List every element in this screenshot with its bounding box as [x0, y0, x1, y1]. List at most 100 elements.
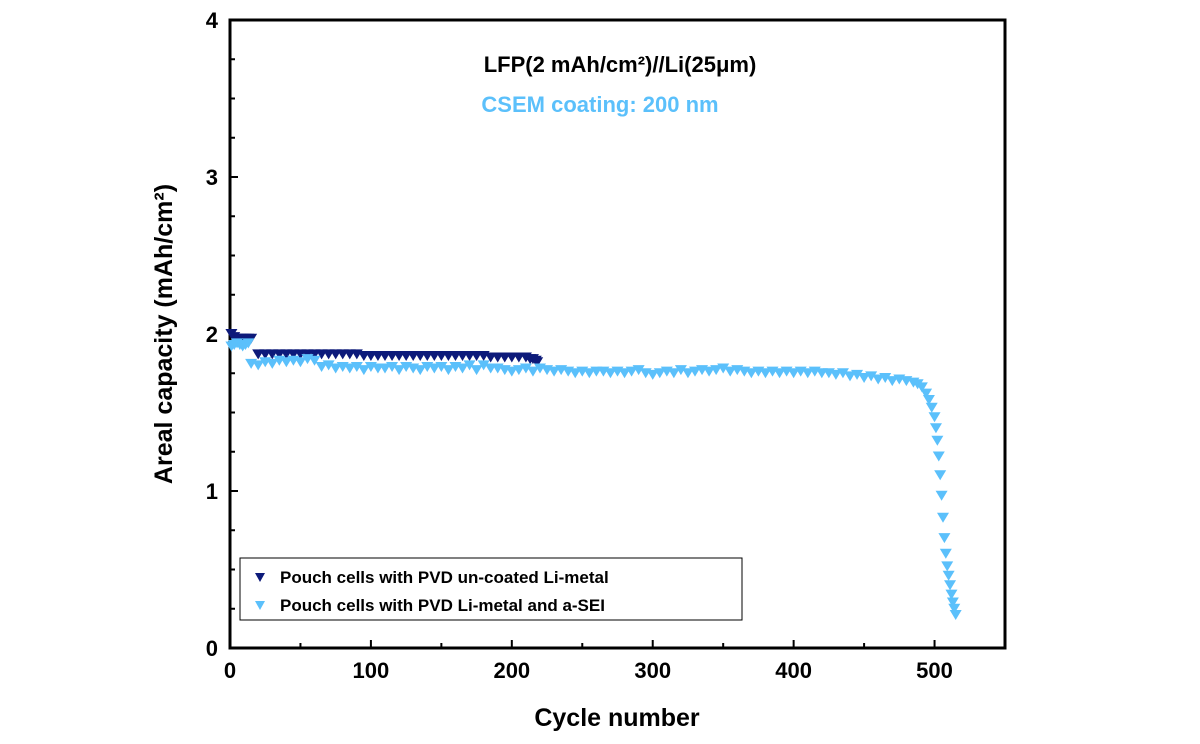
data-point-series-1 — [932, 451, 945, 462]
data-point-series-1 — [442, 365, 455, 376]
x-tick-label: 0 — [224, 658, 236, 683]
data-point-series-1 — [357, 365, 370, 376]
data-point-series-1 — [787, 368, 800, 379]
data-point-series-1 — [519, 363, 532, 374]
data-point-series-1 — [632, 365, 645, 376]
data-point-series-1 — [526, 366, 539, 377]
data-point-series-1 — [931, 435, 944, 446]
legend-label-asei: Pouch cells with PVD Li-metal and a-SEI — [280, 596, 605, 615]
data-point-series-1 — [343, 363, 356, 374]
data-point-series-1 — [844, 371, 856, 382]
y-tick-label: 0 — [206, 636, 218, 661]
data-point-series-1 — [477, 360, 490, 371]
data-point-series-1 — [569, 368, 582, 379]
legend: Pouch cells with PVD un-coated Li-metal … — [239, 557, 743, 621]
x-tick-label: 400 — [775, 658, 812, 683]
legend-box — [239, 557, 743, 621]
data-point-series-1 — [456, 363, 469, 374]
data-point-series-1 — [710, 365, 723, 376]
data-point-series-1 — [946, 597, 959, 608]
data-point-series-1 — [505, 366, 518, 377]
legend-marker-uncoated — [255, 573, 265, 582]
y-tick-label: 3 — [206, 165, 218, 190]
data-point-series-1 — [393, 365, 406, 376]
data-point-series-1 — [829, 369, 842, 380]
data-point-series-1 — [428, 363, 441, 374]
data-point-series-1 — [925, 402, 938, 413]
x-tick-label: 100 — [353, 658, 390, 683]
data-point-series-1 — [667, 368, 680, 379]
data-point-series-1 — [934, 470, 947, 481]
data-point-series-1 — [252, 360, 265, 371]
data-point-series-1 — [879, 372, 892, 383]
data-point-series-1 — [938, 533, 951, 544]
legend-marker-asei — [255, 601, 265, 610]
x-tick-label: 500 — [916, 658, 953, 683]
data-point-series-1 — [941, 561, 954, 572]
y-tick-label: 2 — [206, 322, 218, 347]
data-point-series-1 — [949, 610, 962, 621]
data-point-series-1 — [329, 363, 342, 374]
data-point-series-1 — [865, 371, 878, 382]
data-point-series-1 — [717, 363, 730, 374]
data-point-series-1 — [653, 368, 666, 379]
data-point-series-1 — [773, 368, 786, 379]
x-tick-label: 300 — [634, 658, 671, 683]
data-point-series-1 — [379, 363, 391, 374]
annotation-coating: CSEM coating: 200 nm — [481, 92, 718, 117]
data-point-series-1 — [886, 376, 899, 387]
data-point-series-1 — [689, 366, 701, 377]
data-point-series-1 — [928, 412, 941, 423]
data-point-series-1 — [945, 589, 958, 600]
data-point-series-1 — [618, 368, 631, 379]
data-point-series-1 — [915, 382, 928, 393]
data-point-series-1 — [674, 365, 687, 376]
x-tick-label: 200 — [493, 658, 530, 683]
data-point-series-1 — [463, 360, 476, 371]
data-point-series-1 — [386, 361, 399, 372]
y-tick-label: 4 — [206, 8, 219, 33]
data-point-series-1 — [322, 360, 335, 371]
data-point-series-1 — [470, 365, 483, 376]
data-point-series-1 — [548, 366, 561, 377]
data-point-series-1 — [512, 365, 525, 376]
data-point-series-1 — [745, 368, 758, 379]
data-point-series-1 — [836, 368, 849, 379]
data-point-series-1 — [920, 388, 933, 399]
data-point-series-1 — [937, 512, 949, 523]
annotation-cell: LFP(2 mAh/cm²)//Li(25μm) — [484, 52, 757, 77]
data-point-series-1 — [414, 365, 427, 376]
data-point-series-1 — [625, 366, 638, 377]
data-point-series-1 — [724, 366, 737, 377]
data-point-series-1 — [266, 358, 279, 369]
data-point-series-1 — [350, 361, 363, 372]
data-point-series-1 — [280, 357, 293, 368]
data-point-series-0 — [531, 357, 544, 368]
data-point-series-1 — [308, 355, 321, 366]
data-point-series-1 — [851, 369, 864, 380]
data-point-series-1 — [646, 369, 659, 380]
data-point-series-1 — [604, 368, 617, 379]
x-axis-label: Cycle number — [534, 704, 700, 732]
data-point-series-1 — [801, 368, 814, 379]
data-point-series-1 — [939, 548, 952, 559]
data-point-series-1 — [583, 368, 596, 379]
data-point-series-1 — [872, 374, 885, 385]
data-point-series-1 — [935, 490, 948, 501]
y-axis-label: Areal capacity (mAh/cm²) — [150, 184, 178, 484]
data-point-series-1 — [858, 372, 871, 383]
data-point-series-1 — [435, 361, 448, 372]
data-point-series-1 — [922, 394, 935, 405]
data-point-series-1 — [944, 580, 957, 591]
data-point-series-1 — [759, 368, 772, 379]
legend-label-uncoated: Pouch cells with PVD un-coated Li-metal — [280, 568, 609, 587]
data-point-series-1 — [703, 366, 716, 377]
data-point-series-1 — [948, 603, 961, 614]
data-point-series-1 — [315, 361, 328, 372]
data-point-series-1 — [294, 357, 307, 368]
y-tick-label: 1 — [206, 479, 218, 504]
data-point-series-1 — [929, 423, 942, 434]
data-point-series-1 — [942, 570, 955, 581]
